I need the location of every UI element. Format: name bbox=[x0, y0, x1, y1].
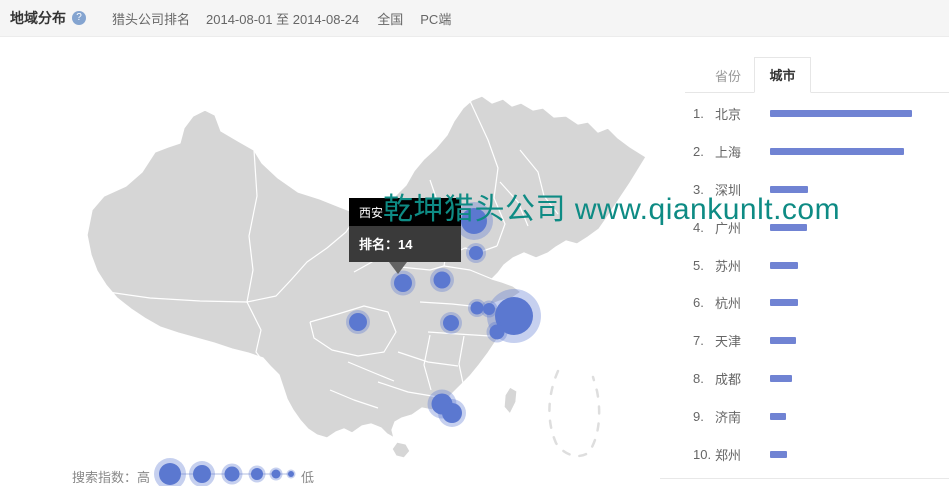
legend-dot bbox=[193, 465, 211, 483]
map-bubble[interactable] bbox=[495, 297, 533, 335]
rank-number: 1. bbox=[693, 106, 704, 122]
tooltip-arrow-icon bbox=[389, 262, 407, 274]
index-bar bbox=[770, 337, 796, 345]
ranking-row[interactable]: 6. 杭州 bbox=[685, 284, 949, 322]
map-bubble[interactable] bbox=[470, 301, 484, 315]
platform-selector[interactable]: PC端 bbox=[420, 11, 452, 27]
index-bar bbox=[770, 148, 904, 156]
date-range-selector[interactable]: 2014-08-01 至 2014-08-24 bbox=[206, 11, 360, 27]
index-bar bbox=[770, 110, 912, 118]
city-name: 天津 bbox=[715, 334, 742, 350]
index-bar bbox=[770, 223, 807, 231]
bottom-divider bbox=[660, 478, 949, 479]
ranking-panel: 省份 城市 1. 北京 2. 上海 3. 深圳 4. 广州 5. 苏州 6. 杭州 7. 天津 8. 成都 9.… bbox=[685, 57, 949, 473]
keyword-tab[interactable]: 猎头公司排名 bbox=[112, 11, 191, 27]
ranking-row[interactable]: 8. 成都 bbox=[685, 360, 949, 398]
index-bar bbox=[770, 299, 798, 307]
ranking-row[interactable]: 10. 郑州 bbox=[685, 435, 949, 473]
city-name: 苏州 bbox=[715, 258, 742, 274]
page-title: 地域分布 bbox=[10, 10, 66, 26]
hainan-shape[interactable] bbox=[391, 441, 411, 459]
tooltip-rank: 排名：14 bbox=[349, 226, 461, 262]
city-name: 济南 bbox=[715, 409, 742, 425]
taiwan-shape[interactable] bbox=[503, 386, 518, 415]
city-name: 郑州 bbox=[715, 447, 742, 463]
help-icon[interactable]: ? bbox=[72, 11, 86, 25]
tooltip-city: 西安 bbox=[349, 198, 461, 226]
rank-number: 3. bbox=[693, 181, 704, 197]
ranking-row[interactable]: 2. 上海 bbox=[685, 133, 949, 171]
bubble-layer bbox=[346, 202, 541, 427]
index-bar bbox=[770, 261, 798, 269]
index-bar bbox=[770, 412, 786, 420]
map-bubble[interactable] bbox=[489, 324, 505, 340]
ranking-tabs: 省份 城市 bbox=[685, 57, 949, 93]
index-bar bbox=[770, 374, 792, 382]
rank-number: 4. bbox=[693, 219, 704, 235]
map-bubble[interactable] bbox=[461, 208, 487, 234]
watermark: 乾坤猎头公司 www.qiankunlt.com bbox=[383, 193, 841, 226]
map-bubble[interactable] bbox=[483, 303, 495, 315]
legend-label-high: 搜索指数：高 bbox=[72, 470, 151, 485]
map-bubble[interactable] bbox=[349, 313, 367, 331]
map-bubble[interactable] bbox=[394, 274, 412, 292]
china-mainland-shape[interactable] bbox=[86, 95, 647, 439]
region-selector[interactable]: 全国 bbox=[377, 11, 404, 27]
city-name: 深圳 bbox=[715, 182, 742, 198]
ranking-row[interactable]: 9. 济南 bbox=[685, 397, 949, 435]
legend-dot bbox=[159, 463, 181, 485]
ranking-row[interactable]: 7. 天津 bbox=[685, 322, 949, 360]
rank-number: 5. bbox=[693, 257, 704, 273]
map-tooltip: 西安 排名：14 bbox=[349, 198, 461, 274]
legend-label-low: 低 bbox=[301, 470, 315, 485]
rank-number: 7. bbox=[693, 333, 704, 349]
nine-dash-line bbox=[548, 369, 601, 458]
tooltip-rank-label: 排名： bbox=[359, 237, 399, 252]
filter-bar: 地域分布 ? 猎头公司排名 2014-08-01 至 2014-08-24 全国… bbox=[0, 0, 949, 37]
tab-province[interactable]: 省份 bbox=[715, 69, 742, 84]
legend-dot bbox=[288, 471, 294, 477]
legend-dot bbox=[224, 466, 240, 482]
city-name: 成都 bbox=[715, 371, 742, 387]
ranking-row[interactable]: 1. 北京 bbox=[685, 95, 949, 133]
rank-number: 8. bbox=[693, 370, 704, 386]
city-name: 北京 bbox=[715, 107, 742, 123]
index-bar bbox=[770, 185, 808, 193]
legend-dot bbox=[271, 469, 281, 479]
tooltip-rank-value: 14 bbox=[398, 237, 413, 252]
city-name: 广州 bbox=[715, 220, 742, 236]
map-bubble[interactable] bbox=[469, 246, 483, 260]
ranking-row[interactable]: 4. 广州 bbox=[685, 208, 949, 246]
rank-number: 2. bbox=[693, 144, 704, 160]
index-bar bbox=[770, 450, 787, 458]
rank-number: 9. bbox=[693, 408, 704, 424]
legend-dots bbox=[154, 458, 296, 486]
ranking-row[interactable]: 5. 苏州 bbox=[685, 246, 949, 284]
map-bubble[interactable] bbox=[443, 315, 459, 331]
rank-number: 10. bbox=[693, 446, 712, 462]
city-name: 上海 bbox=[715, 145, 742, 161]
map-bubble[interactable] bbox=[442, 403, 462, 423]
legend-dot bbox=[251, 468, 263, 480]
tab-city[interactable]: 城市 bbox=[754, 57, 811, 93]
map-bubble[interactable] bbox=[433, 271, 451, 289]
ranking-list: 1. 北京 2. 上海 3. 深圳 4. 广州 5. 苏州 6. 杭州 7. 天津 8. 成都 9. 济南 10. 郑… bbox=[685, 93, 949, 473]
ranking-row[interactable]: 3. 深圳 bbox=[685, 171, 949, 209]
city-name: 杭州 bbox=[715, 296, 742, 312]
rank-number: 6. bbox=[693, 295, 704, 311]
